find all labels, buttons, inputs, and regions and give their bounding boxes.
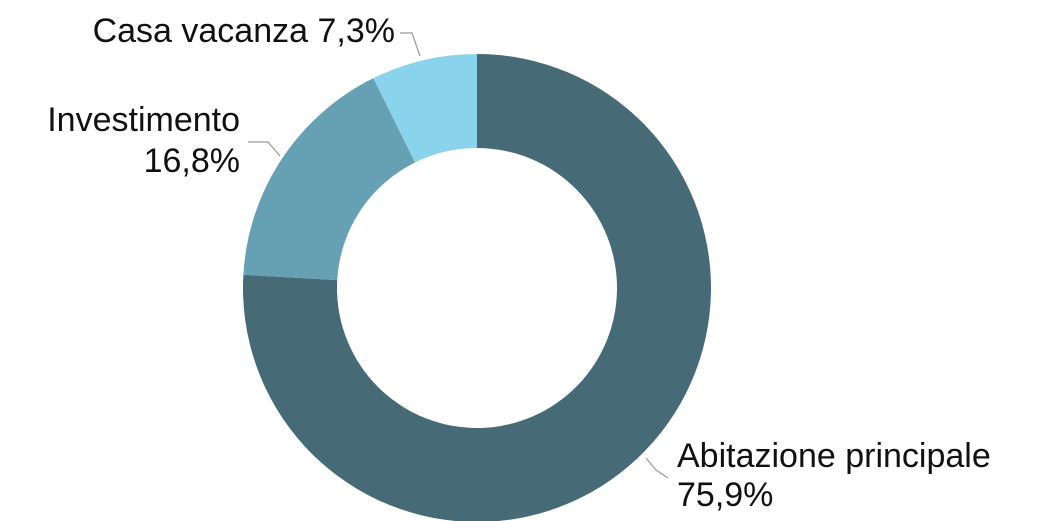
category-label: Casa vacanza <box>93 12 309 50</box>
slice-label: Casa vacanza 7,3% <box>93 12 395 50</box>
leader-line <box>645 457 669 479</box>
category-label: Investimento <box>47 101 240 139</box>
value-label: 16,8% <box>144 142 240 180</box>
donut-slice <box>243 54 711 521</box>
leader-line <box>248 141 281 157</box>
value-label: 7,3% <box>318 12 396 50</box>
donut-slice <box>373 54 477 163</box>
leader-line <box>400 32 421 57</box>
category-label: Abitazione principale <box>677 437 991 475</box>
value-label: 75,9% <box>677 476 773 514</box>
donut-slice <box>243 78 416 281</box>
